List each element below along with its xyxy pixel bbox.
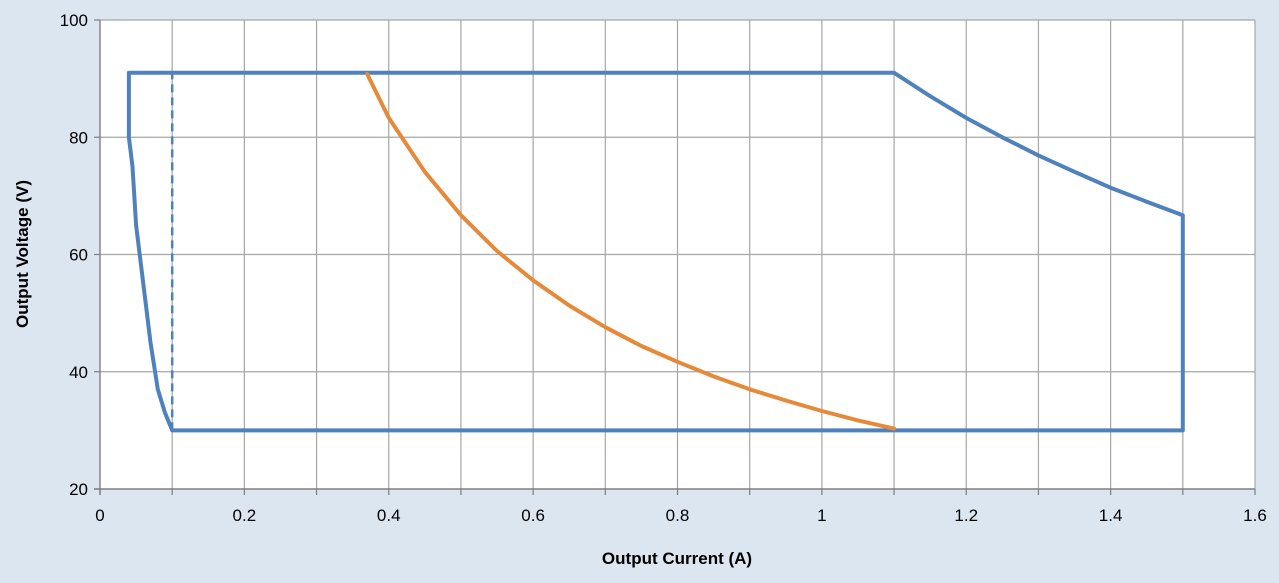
x-tick-label: 0.8	[666, 506, 690, 525]
x-tick-label: 1.2	[954, 506, 978, 525]
x-tick-label: 0	[95, 506, 104, 525]
x-tick-label: 0.6	[521, 506, 545, 525]
x-tick-label: 1	[817, 506, 826, 525]
series-group	[126, 70, 1185, 433]
series-line-1	[126, 70, 1185, 433]
y-tick-label: 60	[69, 246, 88, 265]
y-tick-label: 80	[69, 128, 88, 147]
y-tick-label: 20	[69, 480, 88, 499]
x-tick-label: 1.6	[1243, 506, 1267, 525]
x-tick-label: 1.4	[1099, 506, 1123, 525]
x-tick-label: 0.4	[377, 506, 401, 525]
tick-labels: 0 0.2 0.4 0.6 0.8 1 1.2 1.4 1.6 20 40 60 80 100	[60, 11, 1267, 525]
y-tick-label: 40	[69, 363, 88, 382]
x-axis-label: Output Current (A)	[602, 549, 752, 568]
x-tick-label: 0.2	[233, 506, 257, 525]
y-axis-label: Output Voltage (V)	[13, 180, 32, 328]
y-tick-label: 100	[60, 11, 88, 30]
series-line-3	[365, 71, 897, 431]
